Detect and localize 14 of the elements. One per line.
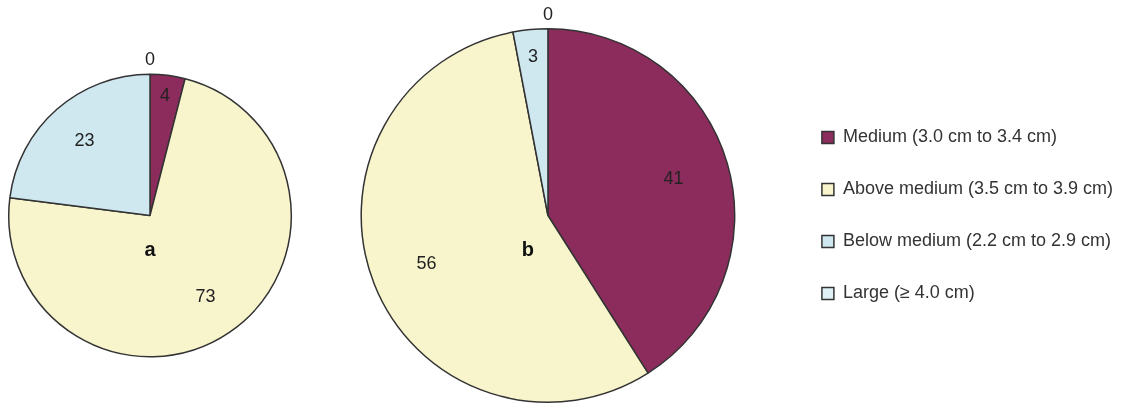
legend-label: Below medium (2.2 cm to 2.9 cm)	[842, 230, 1111, 251]
legend-label: Large (≥ 4.0 cm)	[842, 282, 975, 303]
data-label: 56	[416, 252, 437, 273]
legend-label: Above medium (3.5 cm to 3.9 cm)	[842, 178, 1114, 199]
text: 0	[144, 49, 156, 70]
legend-label: Medium (3.0 cm to 3.4 cm)	[842, 126, 1057, 147]
data-label: 4	[160, 85, 171, 106]
text: 0	[542, 3, 553, 24]
data-label: 73	[195, 286, 216, 307]
data-label: 3	[528, 46, 539, 67]
text: b	[521, 238, 535, 261]
data-label: 41	[663, 168, 684, 188]
data-label: 23	[74, 130, 95, 151]
text: a	[144, 238, 157, 261]
